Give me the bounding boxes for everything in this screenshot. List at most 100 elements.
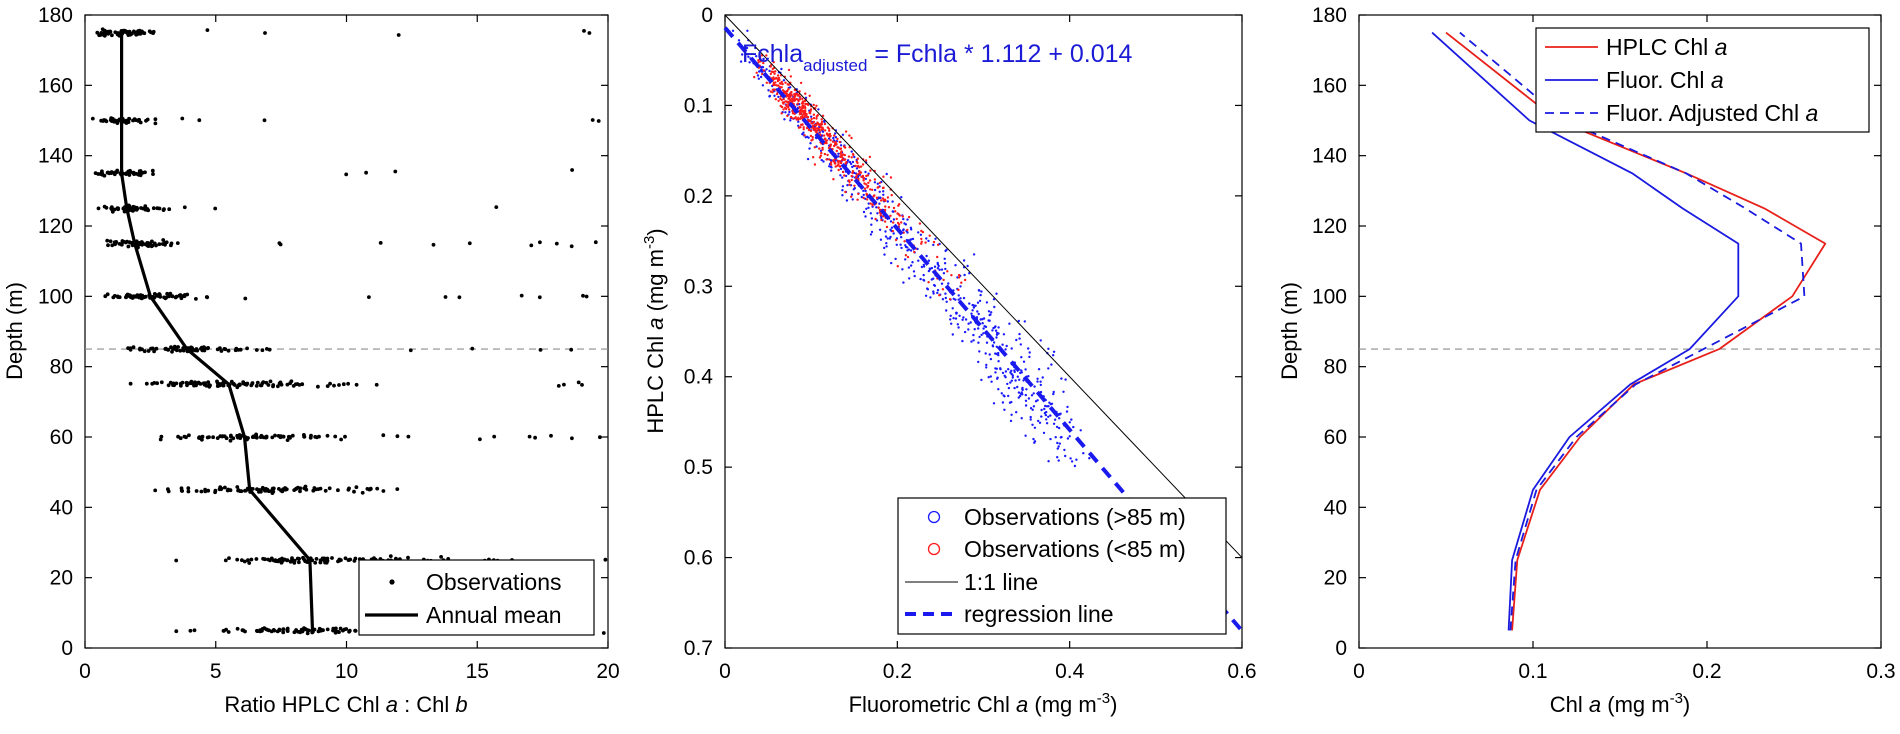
y-tick-label: 160 [38,74,73,97]
observation-point-deep [906,218,909,221]
observation-point [194,347,199,351]
legend: Observations (>85 m) Observations (<85 m… [897,497,1227,635]
y-tick-label: 0.6 [684,547,713,570]
observation-point-deep [853,155,856,159]
observation-point-shallow [850,156,853,159]
observation-point-deep [970,312,973,315]
observation-point-shallow [881,186,885,190]
observation-point [549,433,553,438]
observation-point-shallow [896,221,900,225]
observation-point-shallow [832,178,835,181]
observation-point-shallow [812,113,816,116]
observation-point-deep [929,296,932,299]
observation-point-shallow [788,108,791,111]
observation-point [302,434,307,439]
observation-point [395,434,400,439]
observation-point-deep [741,53,744,56]
observation-point-shallow [769,72,772,76]
observation-point-deep [1039,380,1042,383]
observation-point-shallow [773,72,776,75]
observation-point-shallow [821,114,825,118]
observation-point-shallow [891,229,895,233]
observation-point-shallow [832,159,835,162]
observation-point-deep [885,242,888,245]
observation-point [313,560,318,565]
observation-point-shallow [850,136,853,140]
observation-point-deep [901,268,904,271]
x-tick-label: 0 [79,660,91,683]
observation-point-shallow [813,123,817,127]
observation-point [341,382,346,387]
observation-point-deep [922,279,926,282]
observation-point-deep [1016,385,1019,389]
observation-point-shallow [755,71,758,75]
observation-point-deep [994,325,997,328]
observation-point [167,207,172,212]
observation-point [227,556,231,560]
observation-point [304,487,309,492]
observation-point [194,489,199,493]
observation-point [570,436,574,441]
observation-point [393,169,398,174]
observation-point-deep [1045,418,1048,421]
observation-point-deep [976,301,980,304]
observation-point-deep [954,317,958,320]
panel-profile: 0 0.1 0.2 0.3 0 20 40 60 80 100 120 140 160 180 Chl … [1277,4,1896,717]
observation-point-shallow [833,162,837,165]
observation-point-shallow [836,146,839,149]
observation-point-shallow [771,67,774,71]
observation-point-shallow [928,234,931,237]
observation-point-shallow [812,156,815,159]
observation-point-deep [820,158,823,162]
observation-point [332,383,336,388]
observation-point-deep [959,297,962,300]
y-tick-label: 0 [1335,637,1347,660]
observation-point-deep [1033,426,1037,429]
observation-point-deep [819,149,823,152]
observation-point-deep [853,187,856,190]
observation-point-deep [1010,369,1013,372]
observation-point [168,293,173,298]
observation-point-deep [886,200,889,203]
observation-point [277,557,282,562]
observation-point [308,435,313,440]
observation-point [226,348,231,353]
observation-point-shallow [920,240,923,243]
observation-point [297,556,301,561]
observation-point-deep [1052,350,1056,353]
observation-point-deep [841,176,844,179]
observation-point [576,380,581,385]
observation-point-deep [853,171,856,175]
observation-point [395,487,400,491]
observation-point [159,434,164,439]
observation-point-shallow [863,187,867,190]
observation-point-shallow [856,198,859,201]
y-tick-label: 0.1 [684,94,713,117]
observation-point-deep [924,294,928,297]
observation-point-shallow [804,92,807,95]
observation-point-deep [757,77,760,80]
x-axis-label: Chl a (mg m-3) [1550,690,1691,717]
observation-point-deep [997,360,1000,363]
observation-point-deep [876,182,879,185]
observation-point [150,346,155,351]
observation-point-deep [1042,431,1046,435]
observation-point-deep [739,60,743,63]
observation-point-shallow [803,134,806,137]
observation-point [562,382,566,387]
observation-point-deep [864,215,867,218]
observation-point-deep [1021,388,1024,392]
observation-point [152,349,157,354]
observation-point [137,169,142,174]
observation-point-shallow [918,222,922,225]
observation-point-deep [1011,374,1014,377]
observation-point-shallow [859,165,863,168]
observation-point-deep [934,237,937,240]
observation-point [126,244,131,249]
observation-point-shallow [907,215,911,219]
observation-point-deep [802,131,805,134]
observation-point [184,435,188,440]
observation-point [239,489,244,494]
observation-point [538,348,543,352]
observation-point-shallow [932,240,936,244]
